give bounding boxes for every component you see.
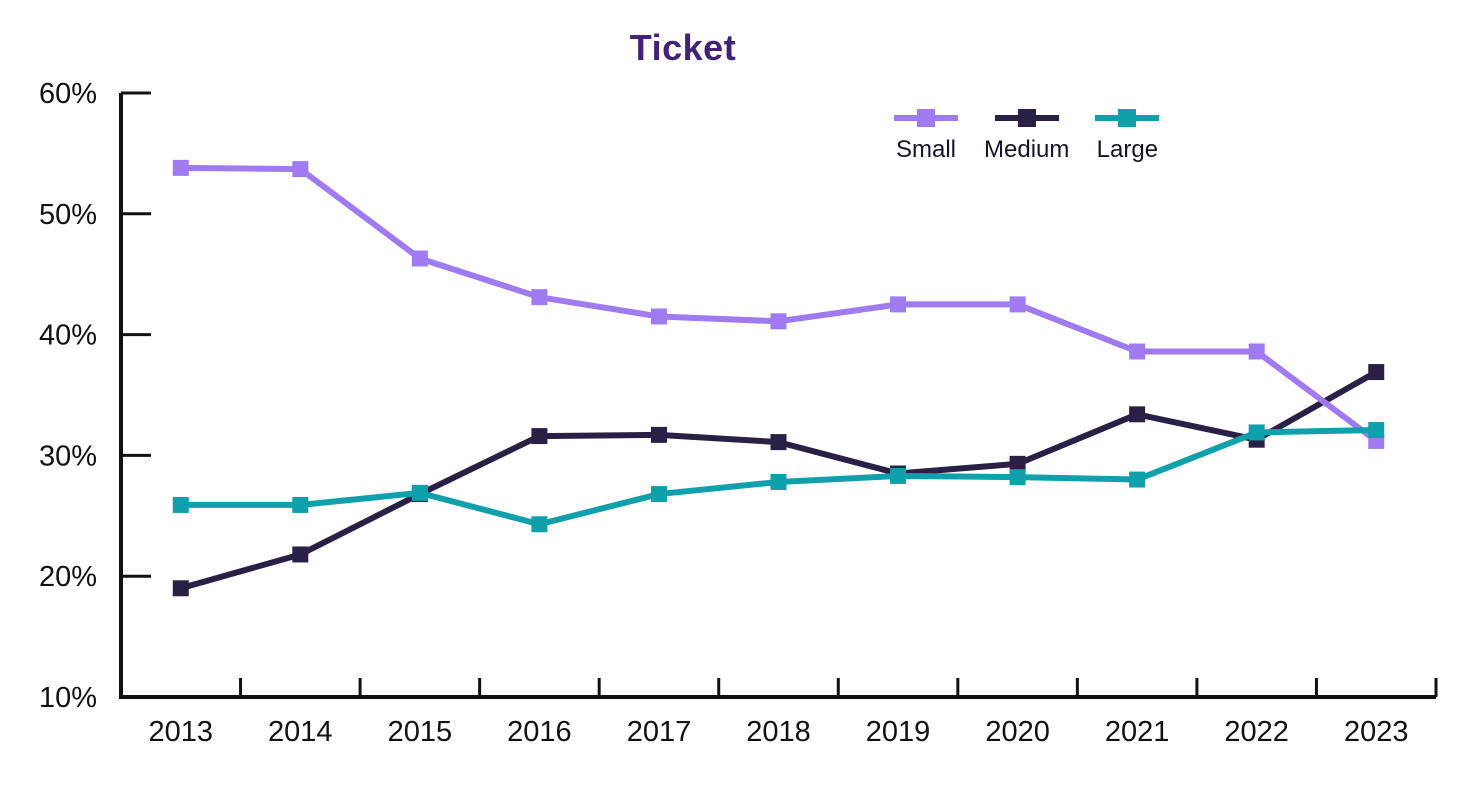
chart-title: Ticket bbox=[629, 27, 737, 68]
legend-square-icon bbox=[1017, 109, 1036, 127]
legend: Small Medium Large bbox=[894, 108, 1160, 164]
data-point-small-2022 bbox=[1248, 343, 1265, 360]
legend-marker-small bbox=[894, 108, 958, 128]
x-tick-label: 2016 bbox=[507, 716, 572, 748]
data-point-medium-2020 bbox=[1009, 455, 1026, 472]
legend-label-medium: Medium bbox=[984, 136, 1070, 163]
x-tick-label: 2017 bbox=[627, 716, 692, 748]
data-point-large-2021 bbox=[1129, 471, 1146, 488]
legend-marker-large bbox=[1095, 108, 1160, 128]
y-tick-label: 30% bbox=[39, 440, 97, 472]
data-point-small-2017 bbox=[650, 308, 667, 325]
data-point-medium-2013 bbox=[172, 580, 189, 597]
data-point-small-2019 bbox=[890, 296, 907, 313]
legend-item-large: Large bbox=[1095, 108, 1160, 164]
y-tick-label: 40% bbox=[39, 320, 97, 352]
legend-square-icon bbox=[1118, 109, 1137, 127]
legend-label-large: Large bbox=[1096, 136, 1159, 163]
legend-item-medium: Medium bbox=[984, 108, 1069, 164]
data-point-medium-2021 bbox=[1129, 406, 1146, 423]
legend-label-small: Small bbox=[895, 136, 956, 163]
x-tick-label: 2018 bbox=[746, 716, 811, 748]
data-point-medium-2016 bbox=[531, 428, 548, 445]
data-point-large-2018 bbox=[770, 473, 787, 490]
x-tick-label: 2019 bbox=[866, 716, 931, 748]
x-tick-label: 2020 bbox=[985, 716, 1050, 748]
x-tick-label: 2013 bbox=[149, 716, 214, 748]
data-point-small-2014 bbox=[292, 161, 309, 178]
x-tick-label: 2023 bbox=[1344, 716, 1409, 748]
data-point-small-2018 bbox=[770, 313, 787, 330]
data-point-large-2017 bbox=[650, 486, 667, 503]
data-point-small-2020 bbox=[1009, 296, 1026, 313]
data-point-medium-2014 bbox=[292, 546, 309, 563]
y-tick-label: 20% bbox=[39, 561, 97, 593]
y-tick-label: 60% bbox=[39, 78, 97, 110]
x-tick-label: 2015 bbox=[388, 716, 453, 748]
data-point-large-2022 bbox=[1248, 424, 1265, 441]
data-point-large-2023 bbox=[1368, 422, 1385, 439]
data-point-small-2016 bbox=[531, 289, 548, 306]
y-tick-label: 50% bbox=[39, 199, 97, 231]
data-point-large-2020 bbox=[1009, 469, 1026, 486]
data-point-medium-2023 bbox=[1368, 364, 1385, 381]
data-point-large-2019 bbox=[890, 467, 907, 484]
x-tick-label: 2014 bbox=[268, 716, 333, 748]
legend-square-icon bbox=[917, 109, 935, 127]
data-point-medium-2017 bbox=[650, 426, 667, 443]
legend-item-small: Small bbox=[894, 108, 958, 164]
x-tick-label: 2022 bbox=[1224, 716, 1289, 748]
data-point-large-2013 bbox=[172, 496, 189, 513]
data-point-large-2014 bbox=[292, 496, 309, 513]
data-point-medium-2018 bbox=[770, 434, 787, 451]
data-point-large-2016 bbox=[531, 516, 548, 533]
data-point-small-2013 bbox=[172, 159, 189, 176]
series-line-small bbox=[180, 164, 1379, 444]
data-point-large-2015 bbox=[411, 484, 428, 501]
data-point-small-2015 bbox=[411, 250, 428, 267]
y-tick-label: 10% bbox=[39, 682, 97, 714]
legend-marker-medium bbox=[994, 108, 1059, 128]
x-tick-label: 2021 bbox=[1105, 716, 1170, 748]
data-point-small-2021 bbox=[1129, 343, 1146, 360]
